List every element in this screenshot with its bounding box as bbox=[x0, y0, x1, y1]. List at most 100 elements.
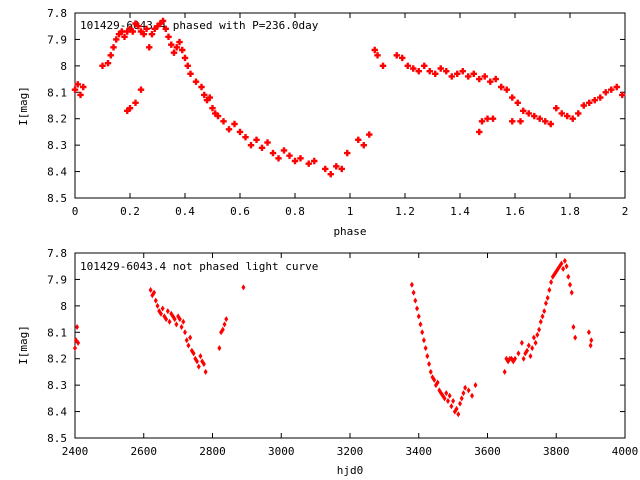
data-point bbox=[379, 62, 387, 70]
data-point bbox=[437, 65, 444, 72]
data-point bbox=[154, 23, 161, 30]
data-point bbox=[209, 104, 216, 112]
data-point bbox=[148, 30, 156, 38]
panel-title: 101429-6043.4 not phased light curve bbox=[80, 260, 318, 273]
data-point bbox=[528, 353, 533, 360]
data-point bbox=[602, 89, 609, 96]
data-point bbox=[220, 118, 227, 125]
unphased-light-curve-panel: 101429-6043.4 not phased light curve hjd… bbox=[17, 247, 638, 477]
data-point bbox=[195, 358, 200, 365]
data-point bbox=[509, 118, 516, 125]
x-tick-label: 0.2 bbox=[120, 205, 140, 218]
data-point bbox=[489, 115, 497, 122]
data-point bbox=[280, 147, 288, 154]
data-point bbox=[476, 75, 483, 83]
y-tick-label: 7.8 bbox=[47, 7, 67, 20]
data-point bbox=[247, 141, 255, 149]
data-point bbox=[416, 313, 421, 320]
data-point bbox=[179, 46, 186, 54]
y-tick-label: 8.4 bbox=[47, 406, 67, 419]
data-point bbox=[366, 131, 373, 138]
data-point bbox=[535, 331, 540, 338]
data-point bbox=[198, 353, 203, 360]
data-point bbox=[549, 279, 554, 286]
data-point bbox=[305, 160, 312, 167]
data-point bbox=[463, 384, 468, 391]
data-point bbox=[409, 281, 414, 288]
data-point bbox=[231, 120, 238, 128]
data-point bbox=[459, 67, 466, 75]
data-point bbox=[547, 287, 552, 293]
data-point bbox=[569, 289, 574, 296]
data-point bbox=[553, 104, 560, 112]
data-point bbox=[173, 44, 180, 51]
data-point bbox=[124, 28, 131, 35]
data-point bbox=[217, 345, 222, 352]
data-point bbox=[448, 73, 455, 80]
data-point bbox=[443, 67, 450, 75]
y-tick-label: 8.4 bbox=[47, 166, 67, 179]
data-point bbox=[415, 67, 422, 75]
data-point bbox=[421, 62, 428, 70]
data-point bbox=[212, 110, 219, 117]
data-point bbox=[191, 350, 196, 357]
data-point bbox=[470, 70, 477, 77]
data-point bbox=[333, 163, 340, 170]
data-point bbox=[172, 316, 177, 323]
data-point bbox=[355, 136, 362, 144]
data-point bbox=[80, 83, 87, 91]
data-point bbox=[458, 400, 462, 407]
x-tick-label: 3800 bbox=[543, 445, 570, 458]
data-point bbox=[470, 392, 475, 399]
data-point bbox=[118, 28, 125, 35]
data-point bbox=[444, 390, 449, 397]
data-point bbox=[360, 141, 367, 149]
data-point bbox=[151, 25, 158, 33]
y-axis-label: I[mag] bbox=[17, 86, 30, 126]
data-point bbox=[203, 97, 211, 104]
data-point bbox=[513, 355, 517, 362]
y-axis-label: I[mag] bbox=[17, 325, 30, 365]
data-point bbox=[530, 345, 535, 352]
data-point bbox=[110, 44, 117, 51]
phased-light-curve-panel: 101429-6043.4 phased with P=236.0day pha… bbox=[17, 7, 628, 238]
data-point bbox=[214, 112, 222, 120]
data-point bbox=[516, 350, 521, 357]
x-tick-label: 3200 bbox=[337, 445, 364, 458]
data-point bbox=[184, 62, 191, 70]
data-point bbox=[124, 107, 131, 114]
data-point bbox=[559, 260, 564, 267]
y-tick-label: 8 bbox=[60, 300, 67, 313]
data-point bbox=[393, 52, 400, 59]
data-point bbox=[107, 52, 114, 59]
data-point bbox=[531, 112, 538, 120]
data-point bbox=[568, 281, 572, 288]
data-point bbox=[427, 361, 432, 367]
data-point bbox=[153, 297, 158, 304]
x-tick-label: 2800 bbox=[199, 445, 226, 458]
data-point bbox=[183, 329, 187, 336]
x-tick-label: 2 bbox=[622, 205, 629, 218]
data-point bbox=[71, 86, 79, 93]
data-point bbox=[297, 155, 304, 162]
x-tick-label: 2600 bbox=[131, 445, 158, 458]
data-point bbox=[311, 157, 318, 165]
data-point bbox=[537, 326, 542, 333]
data-point bbox=[421, 337, 426, 344]
data-point bbox=[181, 318, 186, 325]
data-point bbox=[487, 78, 494, 85]
data-point bbox=[371, 46, 378, 54]
y-tick-label: 8.1 bbox=[47, 86, 67, 99]
data-point bbox=[74, 81, 81, 88]
data-point bbox=[76, 339, 81, 346]
data-point bbox=[132, 99, 139, 107]
data-point bbox=[498, 83, 505, 91]
data-point bbox=[126, 25, 134, 33]
data-point bbox=[525, 347, 530, 354]
data-point bbox=[177, 316, 182, 323]
data-point bbox=[413, 297, 418, 304]
data-point bbox=[224, 316, 229, 323]
data-point bbox=[428, 368, 433, 375]
data-point bbox=[543, 300, 548, 307]
data-point bbox=[562, 257, 567, 264]
